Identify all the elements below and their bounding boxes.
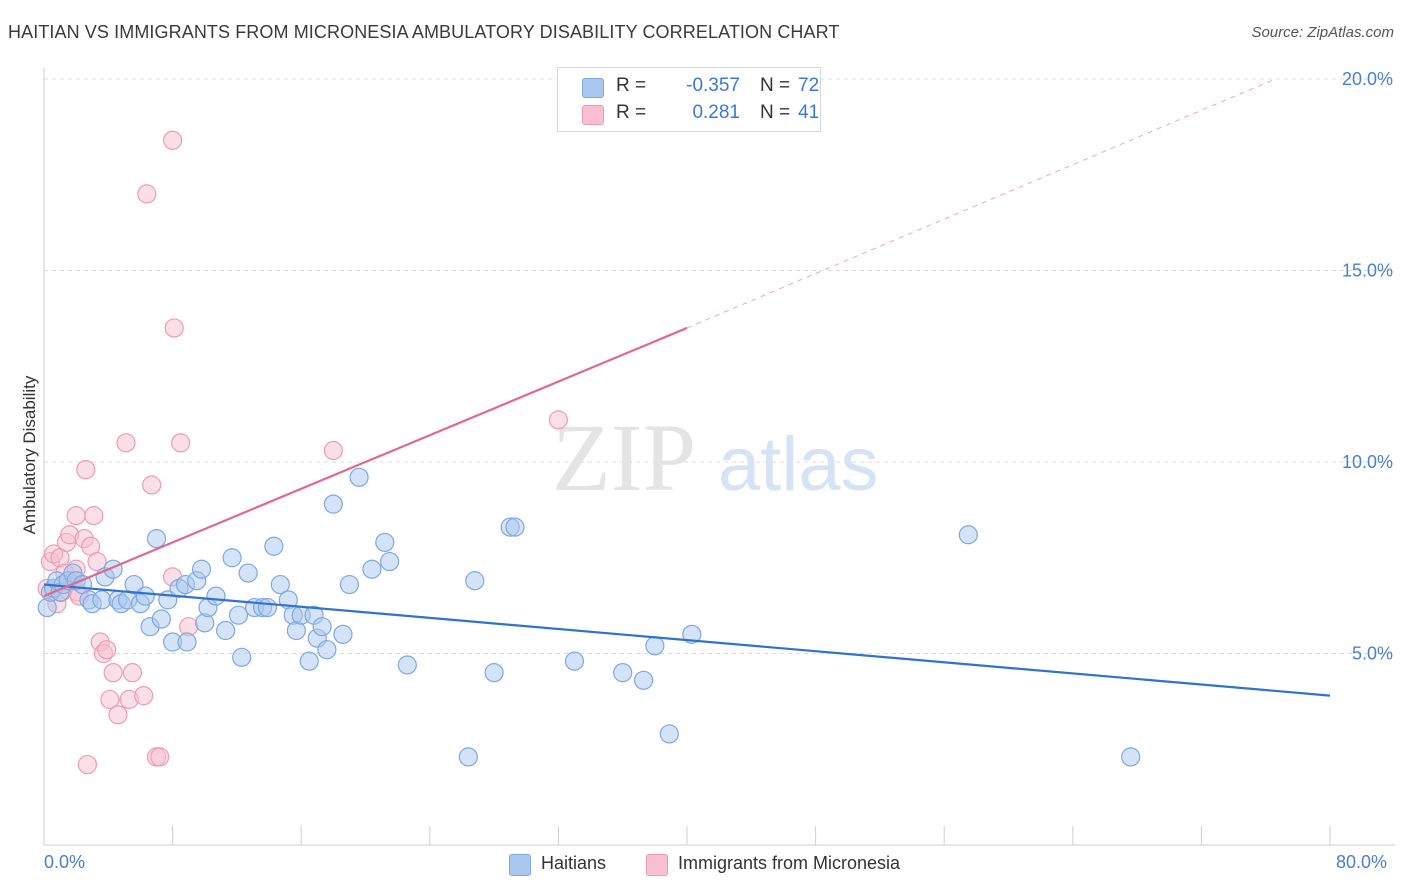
data-points xyxy=(37,130,1141,775)
data-point xyxy=(84,506,104,526)
data-point xyxy=(146,528,167,549)
n-label: N = xyxy=(760,75,791,96)
data-point xyxy=(151,609,171,629)
data-point xyxy=(232,647,252,667)
data-point xyxy=(142,475,162,495)
data-point xyxy=(682,624,702,644)
r-label: R = xyxy=(616,75,647,96)
data-point xyxy=(375,532,395,553)
data-point xyxy=(116,433,136,453)
haitians-swatch xyxy=(582,78,604,98)
data-point xyxy=(339,574,360,595)
data-point xyxy=(77,754,98,775)
data-point xyxy=(505,517,525,537)
y-axis-label: Ambulatory Disability xyxy=(20,375,39,535)
data-point xyxy=(484,663,504,683)
data-point xyxy=(548,410,569,430)
axes xyxy=(43,68,1395,846)
data-point xyxy=(164,318,184,338)
n-value: 72 xyxy=(798,75,820,96)
data-point xyxy=(135,586,155,606)
data-point xyxy=(564,651,585,671)
data-point xyxy=(222,548,242,568)
data-point xyxy=(163,130,183,150)
watermark-zip: ZIP xyxy=(552,404,696,511)
data-point xyxy=(323,494,343,514)
x-tick-label-max: 80.0% xyxy=(1336,852,1388,872)
data-point xyxy=(92,590,112,610)
n-label: N = xyxy=(760,102,791,123)
data-point xyxy=(349,467,369,487)
watermark: ZIP atlas xyxy=(552,404,879,511)
data-point xyxy=(137,184,157,204)
data-point xyxy=(323,440,343,461)
data-point xyxy=(458,747,478,767)
micronesia-swatch xyxy=(582,105,604,125)
data-point xyxy=(177,632,197,652)
data-point xyxy=(1121,747,1141,767)
legend-label: Immigrants from Micronesia xyxy=(678,853,901,873)
data-point xyxy=(100,689,120,710)
haitians-legend-swatch xyxy=(509,854,531,876)
data-point xyxy=(171,433,191,453)
data-point xyxy=(134,686,154,706)
source-note: Source: ZipAtlas.com xyxy=(1251,24,1394,41)
micronesia-legend-swatch xyxy=(646,854,668,876)
data-point xyxy=(257,597,278,618)
r-label: R = xyxy=(616,102,647,123)
data-point xyxy=(299,651,319,671)
data-point xyxy=(465,571,485,591)
data-point xyxy=(312,617,332,637)
legend: Haitians Immigrants from Micronesia xyxy=(0,853,1406,877)
y-tick-label: 5.0% xyxy=(1352,644,1393,664)
y-tick-label: 10.0% xyxy=(1342,452,1393,472)
data-point xyxy=(659,724,679,744)
data-point xyxy=(362,559,382,579)
y-tick-labels: 5.0% 10.0% 15.0% 20.0% xyxy=(1342,69,1393,664)
data-point xyxy=(380,551,400,572)
data-point xyxy=(645,636,665,656)
chart-title: HAITIAN VS IMMIGRANTS FROM MICRONESIA AM… xyxy=(8,22,840,42)
data-point xyxy=(264,536,284,556)
data-point xyxy=(66,506,86,526)
x-tick-label-min: 0.0% xyxy=(44,852,86,872)
data-point xyxy=(206,586,226,606)
correlation-stats-box: R = -0.357 N = 72 R = 0.281 N = 41 xyxy=(557,67,821,132)
n-value: 41 xyxy=(798,102,820,123)
data-point xyxy=(333,624,353,644)
data-point xyxy=(122,663,143,683)
data-point xyxy=(228,605,249,625)
data-point xyxy=(317,640,337,660)
legend-label: Haitians xyxy=(541,853,607,873)
r-value: -0.357 xyxy=(686,75,740,96)
data-point xyxy=(150,747,170,767)
trend-line xyxy=(43,326,688,598)
data-point xyxy=(397,655,417,675)
data-point xyxy=(103,663,123,683)
data-point xyxy=(633,670,654,690)
data-point xyxy=(87,551,107,572)
y-tick-label: 20.0% xyxy=(1342,69,1393,89)
trend-lines xyxy=(43,78,1331,697)
trend-line xyxy=(43,583,1331,697)
y-tick-label: 15.0% xyxy=(1342,261,1393,281)
watermark-atlas: atlas xyxy=(718,422,879,507)
trend-line-extension xyxy=(686,78,1276,329)
data-point xyxy=(270,574,290,595)
data-point xyxy=(958,525,978,545)
data-point xyxy=(124,574,144,595)
r-value: 0.281 xyxy=(692,102,740,123)
data-point xyxy=(76,460,96,480)
data-point xyxy=(191,559,212,579)
data-point xyxy=(216,620,236,641)
data-point xyxy=(613,663,633,683)
data-point xyxy=(108,705,128,725)
data-point xyxy=(238,563,258,583)
data-point xyxy=(97,640,117,660)
